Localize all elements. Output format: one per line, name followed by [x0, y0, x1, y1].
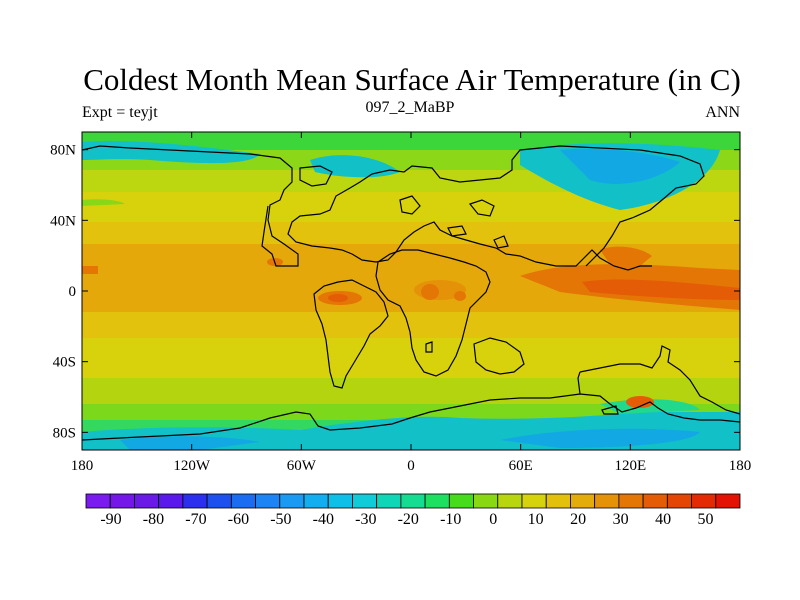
experiment-label: Expt = teyjt	[82, 104, 158, 121]
colorbar-label: 0	[489, 511, 497, 528]
colorbar-label: -90	[100, 511, 121, 528]
colorbar-swatch	[109, 493, 135, 509]
x-tick-label: 120E	[614, 458, 646, 474]
x-tick-label: 120W	[173, 458, 211, 474]
colorbar-swatch	[230, 493, 256, 509]
y-axis: 80N 40N 0 40S 80S	[50, 143, 740, 441]
colorbar-swatch	[642, 493, 668, 509]
colorbar-swatch	[497, 493, 523, 509]
colorbar-swatch	[134, 493, 160, 509]
colorbar-swatch	[594, 493, 620, 509]
colorbar-label: -60	[228, 511, 249, 528]
colorbar-label: 10	[528, 511, 544, 528]
colorbar-label: -20	[398, 511, 419, 528]
colorbar-label: 20	[570, 511, 586, 528]
colorbar-swatch	[279, 493, 305, 509]
colorbar-swatch	[570, 493, 596, 509]
colorbar-label: 40	[655, 511, 671, 528]
colorbar-swatch	[691, 493, 717, 509]
x-tick-label: 0	[407, 458, 415, 474]
x-tick-label: 180	[71, 458, 94, 474]
colorbar-swatch	[206, 493, 232, 509]
y-tick-label: 80S	[53, 425, 76, 441]
x-tick-label: 180	[729, 458, 752, 474]
colorbar-swatch	[182, 493, 208, 509]
colorbar: -90 -80 -70 -60 -50 -40 -30 -20 -10 0 10 20 30 40 50	[85, 493, 741, 528]
colorbar-swatch	[376, 493, 402, 509]
colorbar-label: -70	[185, 511, 206, 528]
colorbar-label: -80	[143, 511, 164, 528]
colorbar-swatch	[715, 493, 741, 509]
colorbar-swatch	[473, 493, 499, 509]
colorbar-label: -10	[440, 511, 461, 528]
colorbar-label: -30	[355, 511, 376, 528]
x-tick-label: 60W	[287, 458, 317, 474]
colorbar-swatch	[255, 493, 281, 509]
colorbar-swatch	[666, 493, 692, 509]
colorbar-swatch	[303, 493, 329, 509]
x-axis: 180 120W 60W 0 60E 120E 180	[71, 132, 752, 474]
y-tick-label: 40N	[50, 213, 76, 229]
season-label: ANN	[705, 104, 740, 121]
y-tick-label: 80N	[50, 143, 76, 159]
coastlines	[82, 145, 740, 441]
y-tick-label: 40S	[53, 355, 76, 371]
colorbar-swatch	[618, 493, 644, 509]
colorbar-swatch	[400, 493, 426, 509]
y-tick-label: 0	[69, 284, 77, 300]
colorbar-label: -50	[270, 511, 291, 528]
colorbar-swatch	[521, 493, 547, 509]
colorbar-swatch	[545, 493, 571, 509]
colorbar-swatch	[85, 493, 111, 509]
colorbar-swatch	[327, 493, 353, 509]
map-title: Coldest Month Mean Surface Air Temperatu…	[83, 62, 741, 97]
colorbar-swatch	[352, 493, 378, 509]
colorbar-label: -40	[313, 511, 334, 528]
x-tick-label: 60E	[509, 458, 533, 474]
colorbar-swatch	[448, 493, 474, 509]
colorbar-label: 30	[613, 511, 629, 528]
temperature-field	[82, 132, 740, 450]
time-label: 097_2_MaBP	[366, 99, 455, 116]
colorbar-label: 50	[698, 511, 714, 528]
colorbar-swatch	[158, 493, 184, 509]
colorbar-swatch	[424, 493, 450, 509]
